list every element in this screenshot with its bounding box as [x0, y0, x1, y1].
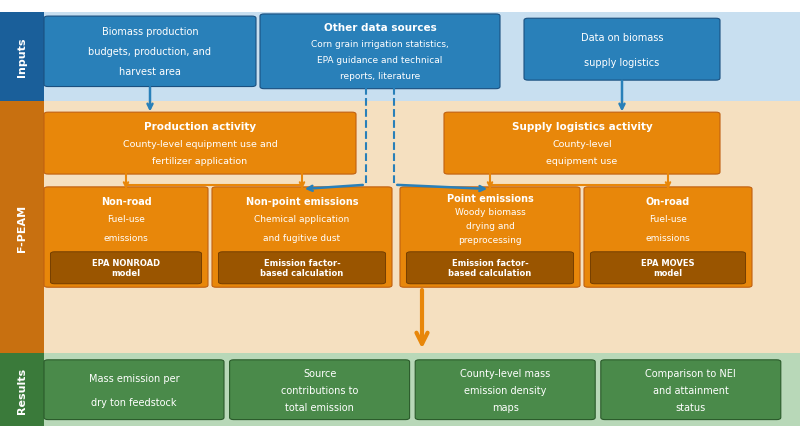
- Text: Chemical application: Chemical application: [254, 215, 350, 224]
- Text: Fuel-use: Fuel-use: [649, 215, 687, 224]
- Text: emissions: emissions: [646, 233, 690, 242]
- Text: Production activity: Production activity: [144, 121, 256, 131]
- Text: budgets, production, and: budgets, production, and: [89, 47, 211, 57]
- FancyBboxPatch shape: [212, 187, 392, 288]
- Text: F-PEAM: F-PEAM: [17, 204, 27, 251]
- Bar: [0, 13, 44, 102]
- Text: Mass emission per: Mass emission per: [89, 373, 179, 383]
- Text: On-road: On-road: [646, 196, 690, 206]
- Text: Results: Results: [17, 367, 27, 413]
- Text: harvest area: harvest area: [119, 67, 181, 77]
- FancyBboxPatch shape: [230, 360, 410, 420]
- FancyBboxPatch shape: [50, 252, 202, 284]
- Text: Biomass production: Biomass production: [102, 27, 198, 37]
- Text: total emission: total emission: [285, 402, 354, 412]
- FancyBboxPatch shape: [584, 187, 752, 288]
- FancyBboxPatch shape: [590, 252, 746, 284]
- FancyBboxPatch shape: [260, 15, 500, 89]
- FancyBboxPatch shape: [44, 187, 208, 288]
- FancyBboxPatch shape: [444, 113, 720, 175]
- Text: reports, literature: reports, literature: [340, 72, 420, 81]
- Bar: [0, 102, 44, 354]
- Text: Comparison to NEI: Comparison to NEI: [646, 368, 736, 378]
- Text: supply logistics: supply logistics: [584, 58, 660, 68]
- Text: Source: Source: [303, 368, 336, 378]
- Text: County-level: County-level: [552, 139, 612, 148]
- Text: preprocessing: preprocessing: [458, 236, 522, 245]
- Text: Corn grain irrigation statistics,: Corn grain irrigation statistics,: [311, 40, 449, 49]
- Text: status: status: [676, 402, 706, 412]
- FancyBboxPatch shape: [218, 252, 386, 284]
- Text: emission density: emission density: [464, 385, 546, 395]
- Text: Inputs: Inputs: [17, 38, 27, 77]
- Text: and fugitive dust: and fugitive dust: [263, 233, 341, 242]
- FancyBboxPatch shape: [601, 360, 781, 420]
- Text: contributions to: contributions to: [281, 385, 358, 395]
- Text: fertilizer application: fertilizer application: [153, 157, 247, 166]
- Text: dry ton feedstock: dry ton feedstock: [91, 397, 177, 407]
- Text: equipment use: equipment use: [546, 157, 618, 166]
- Text: Non-road: Non-road: [101, 196, 151, 206]
- FancyBboxPatch shape: [524, 19, 720, 81]
- FancyBboxPatch shape: [400, 187, 580, 288]
- Text: Data on biomass: Data on biomass: [581, 32, 663, 43]
- Text: emissions: emissions: [104, 233, 148, 242]
- Text: EPA guidance and technical: EPA guidance and technical: [318, 56, 442, 65]
- Text: Supply logistics activity: Supply logistics activity: [512, 121, 652, 131]
- FancyBboxPatch shape: [44, 113, 356, 175]
- Text: Non-point emissions: Non-point emissions: [246, 196, 358, 206]
- Bar: [0, 354, 44, 426]
- FancyBboxPatch shape: [415, 360, 595, 420]
- FancyBboxPatch shape: [44, 17, 256, 87]
- Text: EPA MOVES
model: EPA MOVES model: [642, 259, 694, 278]
- FancyBboxPatch shape: [44, 360, 224, 420]
- Bar: [0, 102, 800, 354]
- Text: Emission factor-
based calculation: Emission factor- based calculation: [260, 259, 344, 278]
- Text: County-level equipment use and: County-level equipment use and: [122, 139, 278, 148]
- FancyBboxPatch shape: [406, 252, 574, 284]
- Text: Other data sources: Other data sources: [324, 23, 436, 33]
- Text: County-level mass: County-level mass: [460, 368, 550, 378]
- Text: drying and: drying and: [466, 222, 514, 231]
- Bar: [0, 354, 800, 426]
- Bar: [0, 13, 800, 102]
- Text: maps: maps: [492, 402, 518, 412]
- Text: Point emissions: Point emissions: [446, 193, 534, 204]
- Text: Woody biomass: Woody biomass: [454, 208, 526, 217]
- Text: EPA NONROAD
model: EPA NONROAD model: [92, 259, 160, 278]
- Text: Emission factor-
based calculation: Emission factor- based calculation: [448, 259, 532, 278]
- Text: and attainment: and attainment: [653, 385, 729, 395]
- Text: Fuel-use: Fuel-use: [107, 215, 145, 224]
